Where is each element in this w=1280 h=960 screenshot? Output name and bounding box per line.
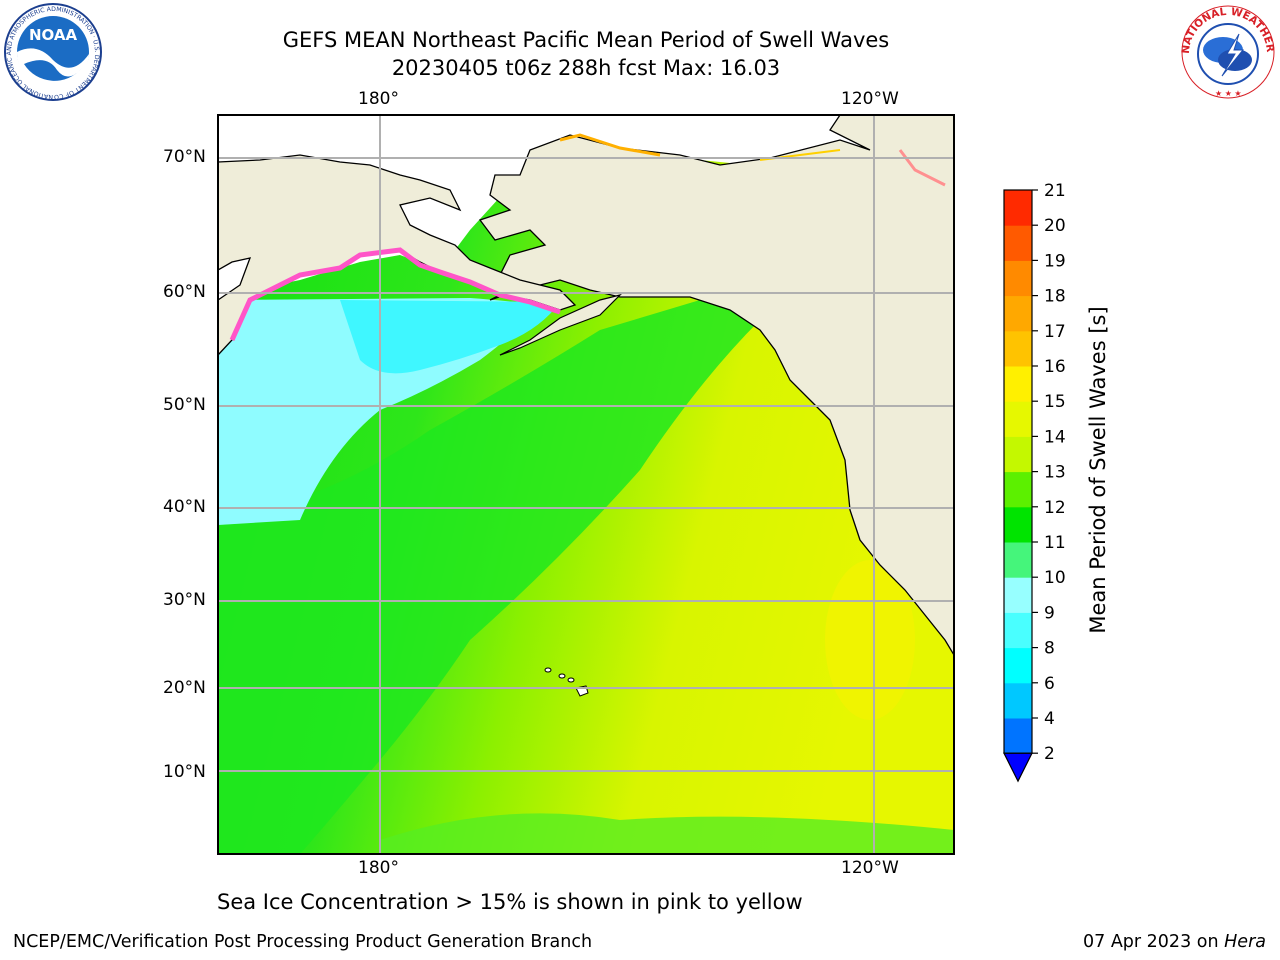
colorbar-segment: [1004, 682, 1032, 719]
colorbar-segment: [1004, 330, 1032, 367]
colorbar-ticks: 2 4 6 8 9 10 11 12 13 14 15 16 17 18 19 20 21: [1032, 181, 1066, 764]
chart-subtitle: 20230405 t06z 288h fcst Max: 16.03: [391, 56, 781, 80]
colorbar-segment: [1004, 366, 1032, 402]
lat-label-40n: 40°N: [163, 497, 206, 517]
lon-label-bottom-120w: 120°W: [841, 858, 899, 878]
lon-label-top-120w: 120°W: [841, 89, 899, 109]
sea-ice-arctic-1: [559, 133, 661, 157]
colorbar-segment: [1004, 295, 1032, 332]
colorbar-tick-label: 16: [1044, 357, 1066, 377]
colorbar-segment: [1004, 401, 1032, 437]
lat-label-20n: 20°N: [163, 678, 206, 698]
ocean-green-south: [380, 813, 954, 854]
colorbar-tick-label: 6: [1044, 674, 1055, 694]
colorbar-segment: [1004, 471, 1032, 508]
map-frame: [217, 114, 955, 855]
ocean-cyan-bering: [340, 300, 560, 374]
nws-logo: NATIONAL WEATHER SERVICE ★ ★ ★: [1177, 2, 1276, 100]
colorbar-segment: [1004, 647, 1032, 684]
lat-label-60n: 60°N: [163, 282, 206, 302]
noaa-logo: NATIONAL OCEANIC AND ATMOSPHERIC ADMINIS…: [2, 2, 102, 101]
colorbar-tick-label: 12: [1044, 498, 1066, 518]
colorbar-tick-label: 14: [1044, 427, 1066, 447]
colorbar-tick-label: 11: [1044, 533, 1066, 553]
colorbar-segment: [1004, 542, 1032, 578]
colorbar-segment: [1004, 225, 1032, 261]
colorbar-segment: [1004, 577, 1032, 613]
colorbar-segment: [1004, 612, 1032, 649]
colorbar-tick-label: 8: [1044, 639, 1055, 659]
lat-label-50n: 50°N: [163, 395, 206, 415]
colorbar-segment: [1004, 260, 1032, 297]
colorbar-segment: [1004, 190, 1032, 226]
colorbar-segments: [1003, 189, 1033, 783]
colorbar-extend-arrow: [1003, 752, 1033, 783]
noaa-logo-text: NOAA: [29, 26, 78, 44]
lat-label-30n: 30°N: [163, 590, 206, 610]
colorbar-tick-label: 9: [1044, 603, 1055, 623]
colorbar-segment: [1004, 436, 1032, 473]
lat-label-10n: 10°N: [163, 762, 206, 782]
footer-host: Hera: [1224, 932, 1266, 952]
colorbar-tick-label: 17: [1044, 322, 1066, 342]
sea-ice-arctic-3: [898, 149, 946, 187]
lat-label-70n: 70°N: [163, 147, 206, 167]
footer-date: 07 Apr 2023 on Hera: [1083, 932, 1266, 952]
colorbar-tick-label: 18: [1044, 287, 1066, 307]
colorbar-tick-label: 10: [1044, 568, 1066, 588]
ocean-green-region: [218, 300, 760, 854]
lon-label-bottom-180: 180°: [358, 858, 399, 878]
hawaii-islands: [544, 667, 589, 697]
sea-ice-edge: [229, 247, 561, 342]
sea-ice-note: Sea Ice Concentration > 15% is shown in …: [217, 890, 803, 914]
colorbar-tick-label: 19: [1044, 251, 1066, 271]
colorbar-tick-label: 4: [1044, 709, 1055, 729]
colorbar: 2 4 6 8 9 10 11 12 13 14 15 16 17 18 19 20 21: [1003, 181, 1066, 783]
colorbar-segment: [1004, 718, 1032, 754]
footer-date-text: 07 Apr 2023 on: [1083, 932, 1225, 952]
svg-text:★ ★ ★: ★ ★ ★: [1215, 89, 1242, 98]
colorbar-tick-label: 2: [1044, 744, 1055, 764]
colorbar-tick-label: 20: [1044, 216, 1066, 236]
north-america-land: [478, 115, 954, 657]
alaska-peninsula: [499, 293, 622, 356]
map-content: [218, 115, 954, 854]
colorbar-label: Mean Period of Swell Waves [s]: [1086, 306, 1110, 634]
footer-branch: NCEP/EMC/Verification Post Processing Pr…: [13, 932, 593, 952]
siberia-land: [218, 115, 577, 356]
chart-title: GEFS MEAN Northeast Pacific Mean Period …: [282, 28, 890, 52]
colorbar-segment: [1004, 506, 1032, 543]
colorbar-tick-label: 15: [1044, 392, 1066, 412]
colorbar-tick-label: 21: [1044, 181, 1066, 201]
graticule: [218, 115, 954, 854]
lon-label-top-180: 180°: [358, 89, 399, 109]
colorbar-tick-label: 13: [1044, 463, 1066, 483]
